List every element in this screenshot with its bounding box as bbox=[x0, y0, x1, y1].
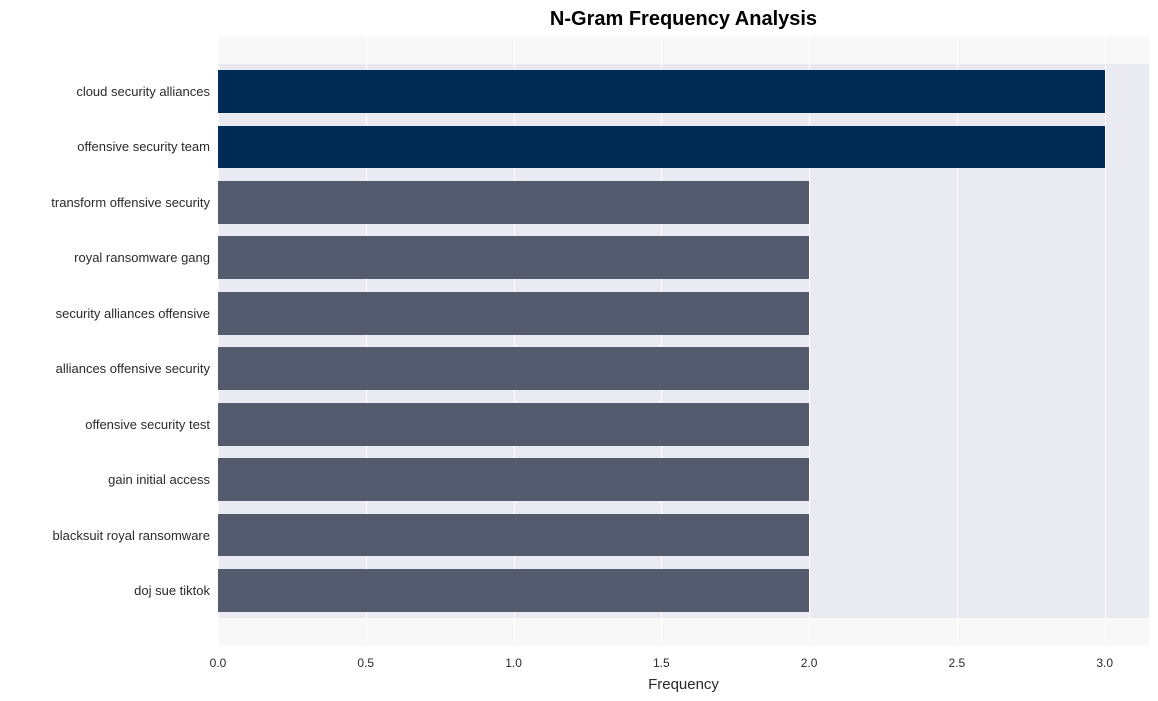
x-tick: 3.0 bbox=[1096, 656, 1113, 670]
y-tick-label: alliances offensive security bbox=[56, 361, 218, 376]
bar bbox=[218, 403, 809, 446]
y-tick-label: doj sue tiktok bbox=[134, 583, 218, 598]
bar bbox=[218, 458, 809, 501]
x-tick: 1.5 bbox=[653, 656, 670, 670]
x-tick: 1.0 bbox=[505, 656, 522, 670]
y-tick-label: cloud security alliances bbox=[76, 84, 218, 99]
y-tick-label: offensive security test bbox=[85, 417, 218, 432]
bar bbox=[218, 70, 1105, 113]
y-tick-label: transform offensive security bbox=[51, 195, 218, 210]
x-tick: 2.0 bbox=[801, 656, 818, 670]
y-tick-label: offensive security team bbox=[77, 139, 218, 154]
bar bbox=[218, 514, 809, 557]
chart-title: N-Gram Frequency Analysis bbox=[218, 8, 1149, 31]
y-tick-label: security alliances offensive bbox=[56, 306, 218, 321]
bar bbox=[218, 181, 809, 224]
plot-area: 0.00.51.01.52.02.53.0cloud security alli… bbox=[218, 36, 1149, 646]
bar bbox=[218, 236, 809, 279]
x-axis-label: Frequency bbox=[218, 676, 1149, 693]
x-tick: 2.5 bbox=[949, 656, 966, 670]
bar bbox=[218, 126, 1105, 169]
bar bbox=[218, 292, 809, 335]
y-tick-label: blacksuit royal ransomware bbox=[52, 528, 218, 543]
y-tick-label: royal ransomware gang bbox=[74, 250, 218, 265]
ngram-chart: N-Gram Frequency Analysis 0.00.51.01.52.… bbox=[0, 0, 1158, 701]
x-tick: 0.0 bbox=[210, 656, 227, 670]
gridline bbox=[1105, 36, 1106, 646]
bar bbox=[218, 347, 809, 390]
x-tick: 0.5 bbox=[357, 656, 374, 670]
bar bbox=[218, 569, 809, 612]
y-tick-label: gain initial access bbox=[108, 472, 218, 487]
